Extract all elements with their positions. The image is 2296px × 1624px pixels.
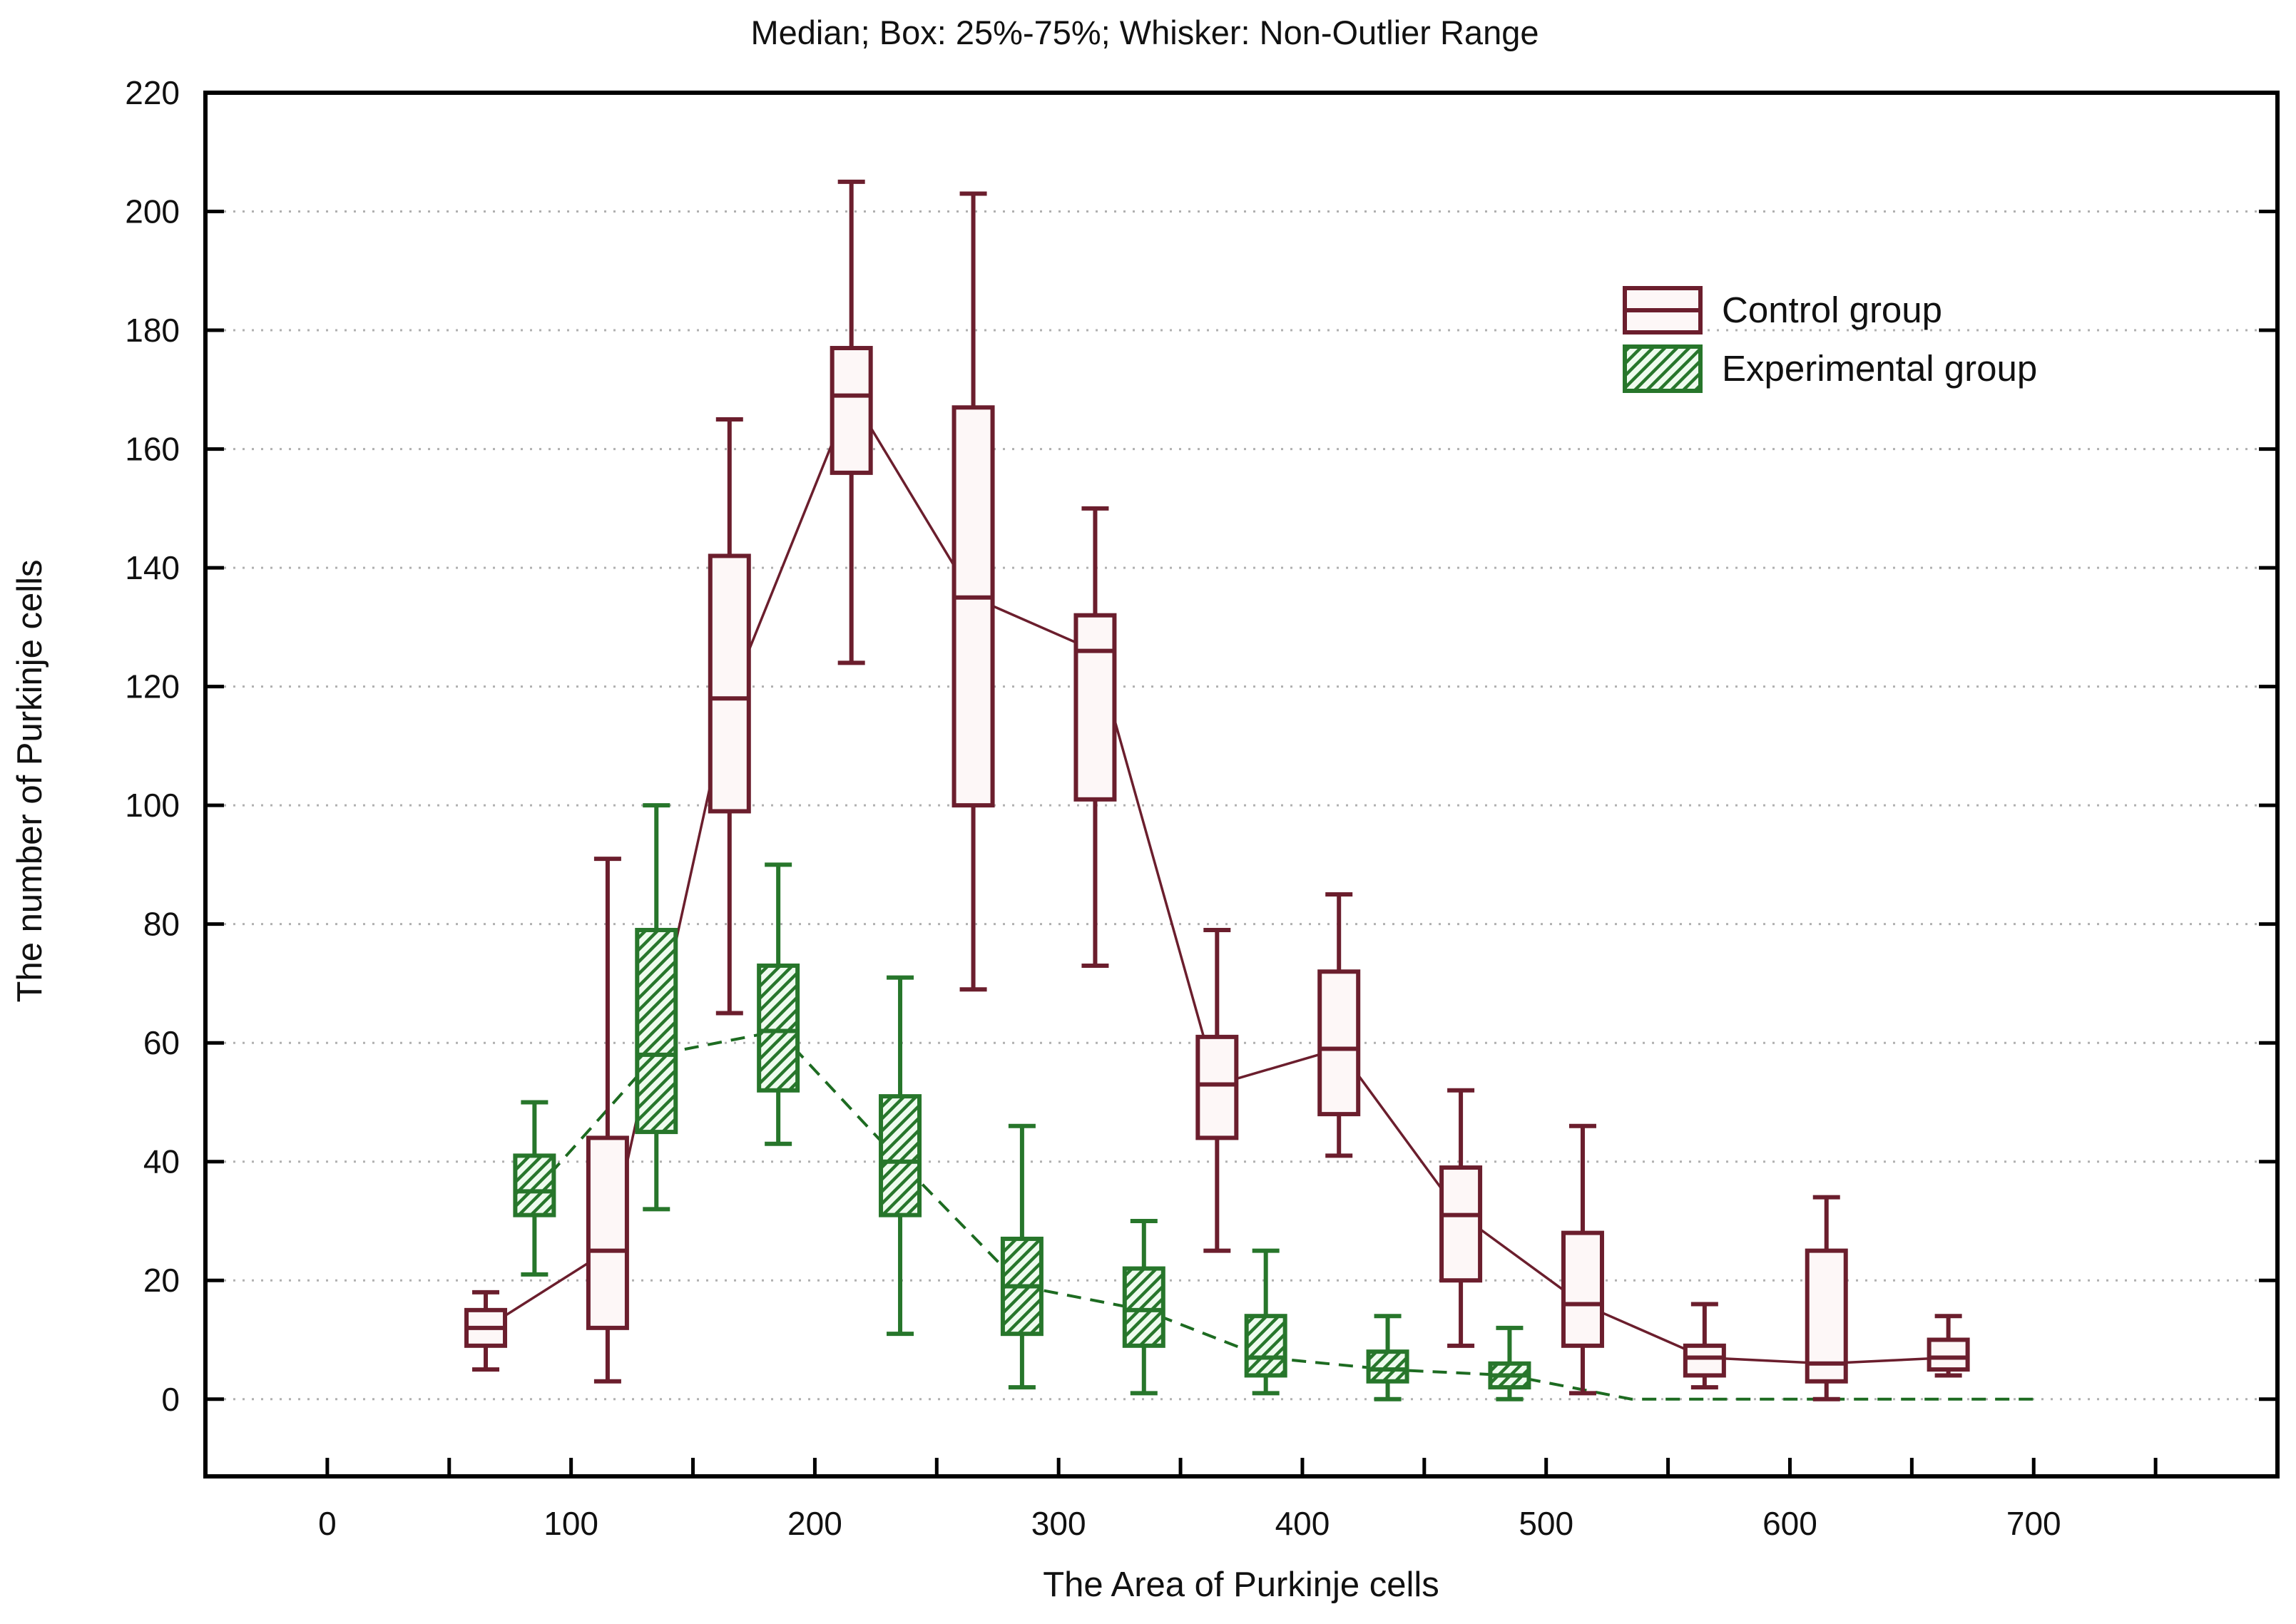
tick-layer: 0 100 200 300 400 500 600 700 0 20 40 60 80 100 120 140… <box>125 74 2277 1542</box>
control-box-iqr-box <box>708 553 751 814</box>
x-tick-label: 200 <box>787 1505 842 1542</box>
control-box <box>951 191 995 992</box>
experimental-box <box>1000 1123 1044 1390</box>
x-tick-label: 0 <box>318 1505 337 1542</box>
control-box <box>1317 892 1361 1158</box>
control-box <box>1561 1123 1604 1396</box>
legend: Control group Experimental group <box>1623 286 2037 393</box>
control-box-iqr-box <box>951 405 995 808</box>
y-tick-label: 0 <box>161 1381 180 1418</box>
control-box-iqr-box <box>1927 1337 1970 1372</box>
experimental-box <box>1488 1325 1531 1401</box>
control-box-iqr-box <box>1439 1165 1483 1283</box>
control-box <box>708 417 751 1016</box>
plot-frame <box>203 91 2280 1479</box>
control-box <box>1683 1302 1726 1390</box>
y-tick-label: 120 <box>125 668 180 705</box>
experimental-swatch-icon <box>1623 344 1703 393</box>
y-tick-label: 180 <box>125 312 180 349</box>
experimental-box <box>1244 1248 1287 1396</box>
control-box <box>1439 1088 1483 1348</box>
grid-layer <box>205 210 2277 1401</box>
control-box <box>1927 1314 1970 1378</box>
chart-title: Median; Box: 25%-75%; Whisker: Non-Outli… <box>751 14 1539 51</box>
experimental-box <box>757 862 800 1146</box>
experimental-box <box>513 1100 556 1277</box>
experimental-box <box>1366 1314 1409 1401</box>
y-tick-label: 80 <box>143 906 180 943</box>
x-tick-label: 400 <box>1275 1505 1330 1542</box>
y-tick-label: 220 <box>125 74 180 111</box>
experimental-box-iqr-box <box>513 1153 556 1217</box>
x-axis-title: The Area of Purkinje cells <box>1043 1566 1439 1604</box>
control-box-iqr-box <box>1317 969 1361 1117</box>
y-tick-label: 40 <box>143 1143 180 1180</box>
control-box-iqr-box <box>1073 613 1117 802</box>
y-tick-label: 60 <box>143 1024 180 1061</box>
legend-item-experimental: Experimental group <box>1623 344 2037 393</box>
control-box-iqr-box <box>1805 1248 1848 1384</box>
control-box <box>1195 927 1239 1253</box>
control-box-iqr-box <box>1561 1230 1604 1348</box>
legend-label-experimental: Experimental group <box>1722 348 2037 389</box>
y-axis-title: The number of Purkinje cells <box>11 560 49 1003</box>
y-tick-label: 100 <box>125 787 180 824</box>
experimental-box <box>1122 1218 1165 1396</box>
y-tick-label: 160 <box>125 431 180 468</box>
y-tick-label: 200 <box>125 193 180 230</box>
y-tick-label: 140 <box>125 549 180 586</box>
experimental-box <box>635 803 678 1212</box>
control-box <box>464 1290 508 1372</box>
experimental-box-iqr-box <box>635 927 678 1135</box>
experimental-box-iqr-box <box>1122 1266 1165 1348</box>
control-box <box>1805 1195 1848 1401</box>
axes-frame-layer <box>203 91 2280 1479</box>
control-box-iqr-box <box>586 1135 629 1330</box>
experimental-box <box>879 975 922 1337</box>
x-tick-label: 700 <box>2006 1505 2061 1542</box>
legend-item-control: Control group <box>1623 286 1942 334</box>
experimental-box-iqr-box <box>757 963 800 1093</box>
series-layer <box>464 179 2034 1401</box>
x-tick-label: 600 <box>1762 1505 1817 1542</box>
x-tick-label: 300 <box>1031 1505 1086 1542</box>
control-box-iqr-box <box>1195 1034 1239 1140</box>
experimental-box-iqr-box <box>879 1094 922 1217</box>
legend-label-control: Control group <box>1722 290 1942 330</box>
experimental-box-iqr-box <box>1244 1314 1287 1378</box>
y-tick-label: 20 <box>143 1262 180 1299</box>
x-tick-label: 100 <box>544 1505 598 1542</box>
control-box-iqr-box <box>1683 1343 1726 1378</box>
control-box <box>586 857 629 1384</box>
experimental-box-iqr-box <box>1366 1349 1409 1384</box>
x-tick-label: 500 <box>1519 1505 1573 1542</box>
control-box <box>1073 506 1117 968</box>
control-box-iqr-box <box>830 346 873 475</box>
control-box <box>830 179 873 665</box>
